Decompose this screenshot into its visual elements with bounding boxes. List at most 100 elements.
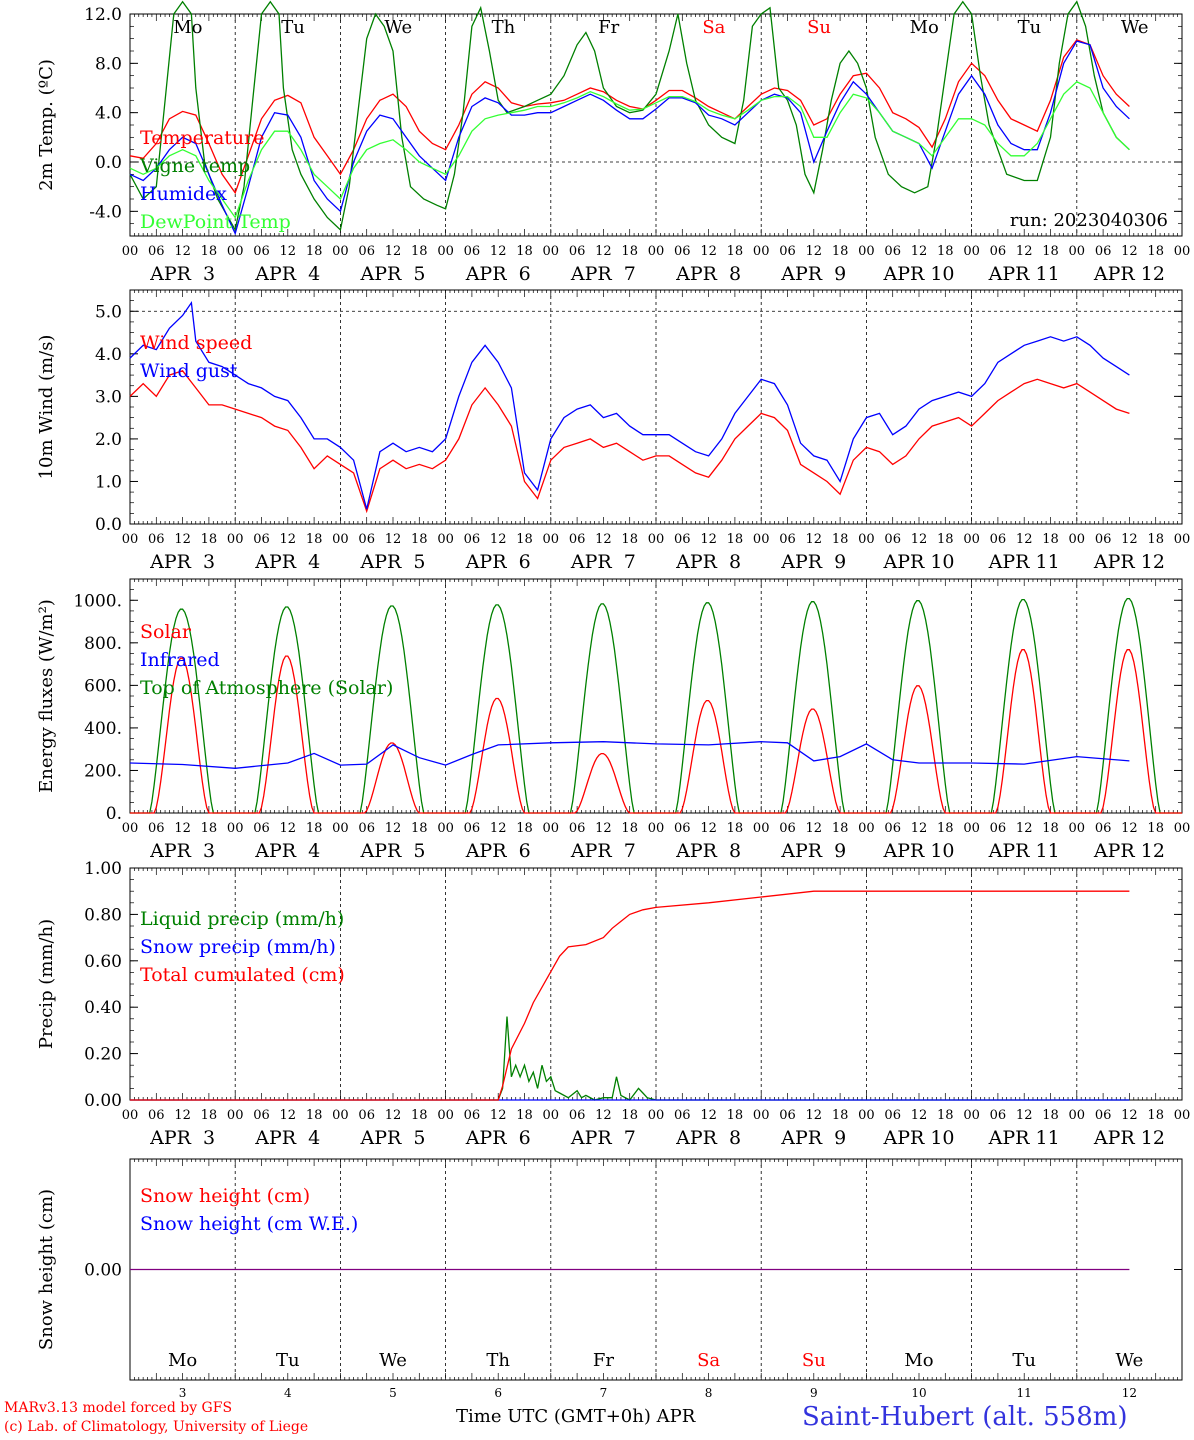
y-tick-label: 0.60 bbox=[84, 952, 122, 972]
date-label: APR 3 bbox=[149, 840, 215, 862]
date-label: APR 11 bbox=[988, 551, 1060, 573]
hour-tick-label: 18 bbox=[201, 244, 218, 259]
hour-tick-label: 18 bbox=[306, 821, 323, 836]
day-number-label: 3 bbox=[179, 1386, 187, 1400]
model-credit: MARv3.13 model forced by GFS bbox=[4, 1400, 233, 1416]
day-of-week-label: Fr bbox=[598, 17, 619, 38]
y-tick-label: 0. bbox=[106, 804, 122, 824]
day-of-week-label: We bbox=[1116, 1350, 1144, 1371]
day-of-week-label: Sa bbox=[702, 17, 725, 38]
series-line-wind-gust bbox=[129, 301, 1130, 510]
hour-tick-label: 12 bbox=[280, 821, 297, 836]
series-line-dewpoint-temp bbox=[129, 81, 1130, 219]
legend-entry: Vigne temp bbox=[139, 155, 250, 177]
y-tick-label: 600. bbox=[84, 676, 122, 696]
hour-tick-label: 18 bbox=[832, 821, 849, 836]
hour-tick-label: 00 bbox=[1174, 821, 1191, 836]
series-line-liquid-precip-mm-h- bbox=[130, 1016, 1130, 1101]
hour-tick-label: 00 bbox=[753, 244, 770, 259]
date-label: APR 4 bbox=[254, 263, 320, 285]
hour-tick-label: 18 bbox=[621, 1108, 638, 1123]
series-line-solar bbox=[130, 649, 1182, 814]
hour-tick-label: 18 bbox=[832, 244, 849, 259]
y-tick-label: 1.0 bbox=[95, 472, 122, 492]
hour-tick-label: 06 bbox=[253, 1108, 270, 1123]
hour-tick-label: 00 bbox=[332, 1108, 349, 1123]
hour-tick-label: 00 bbox=[122, 532, 139, 547]
date-label: APR 10 bbox=[882, 1127, 954, 1149]
station-name: Saint-Hubert (alt. 558m) bbox=[802, 1402, 1128, 1432]
y-tick-label: 0.80 bbox=[84, 905, 122, 925]
hour-tick-label: 06 bbox=[990, 532, 1007, 547]
hour-tick-label: 18 bbox=[1042, 821, 1059, 836]
day-of-week-label: Sa bbox=[697, 1350, 720, 1371]
date-label: APR 9 bbox=[780, 551, 846, 573]
hour-tick-label: 00 bbox=[1174, 532, 1191, 547]
hour-tick-label: 06 bbox=[148, 821, 165, 836]
hour-tick-label: 12 bbox=[490, 244, 507, 259]
hour-tick-label: 18 bbox=[411, 244, 428, 259]
hour-tick-label: 06 bbox=[569, 244, 586, 259]
day-of-week-label: Tu bbox=[1018, 17, 1042, 38]
hour-tick-label: 12 bbox=[280, 244, 297, 259]
date-label: APR 5 bbox=[360, 840, 426, 862]
legend-entry: Total cumulated (cm) bbox=[140, 964, 345, 986]
hour-tick-label: 12 bbox=[385, 532, 402, 547]
y-tick-label: 3.0 bbox=[95, 387, 122, 407]
hour-tick-label: 06 bbox=[569, 532, 586, 547]
hour-tick-label: 00 bbox=[963, 1108, 980, 1123]
hour-tick-label: 12 bbox=[174, 1108, 191, 1123]
hour-tick-label: 06 bbox=[1095, 244, 1112, 259]
lab-credit: (c) Lab. of Climatology, University of L… bbox=[4, 1419, 309, 1435]
date-label: APR 5 bbox=[360, 263, 426, 285]
date-label: APR 4 bbox=[254, 551, 320, 573]
hour-tick-label: 06 bbox=[569, 821, 586, 836]
hour-tick-label: 12 bbox=[385, 821, 402, 836]
date-label: APR 10 bbox=[882, 840, 954, 862]
hour-tick-label: 06 bbox=[358, 821, 375, 836]
day-of-week-label: Th bbox=[486, 1350, 510, 1371]
date-label: APR 4 bbox=[254, 1127, 320, 1149]
legend-entry: Snow height (cm W.E.) bbox=[140, 1213, 358, 1235]
hour-tick-label: 06 bbox=[253, 532, 270, 547]
hour-tick-label: 18 bbox=[832, 1108, 849, 1123]
hour-tick-label: 00 bbox=[122, 821, 139, 836]
series-line-total-cumulated-cm- bbox=[130, 890, 1130, 1101]
hour-tick-label: 12 bbox=[806, 244, 823, 259]
legend-entry: Humidex bbox=[140, 183, 227, 205]
day-of-week-label: Su bbox=[807, 17, 831, 38]
hour-tick-label: 12 bbox=[806, 1108, 823, 1123]
day-of-week-label: Mo bbox=[173, 17, 202, 38]
date-label: APR 8 bbox=[675, 263, 741, 285]
y-tick-label: 12.0 bbox=[84, 5, 122, 25]
hour-tick-label: 12 bbox=[1016, 821, 1033, 836]
date-label: APR 9 bbox=[780, 1127, 846, 1149]
day-number-label: 11 bbox=[1017, 1386, 1032, 1400]
hour-tick-label: 06 bbox=[884, 532, 901, 547]
hour-tick-label: 00 bbox=[437, 1108, 454, 1123]
hour-tick-label: 12 bbox=[911, 1108, 928, 1123]
hour-tick-label: 00 bbox=[1174, 1108, 1191, 1123]
series-line-vigne-temp bbox=[129, 0, 1130, 232]
hour-tick-label: 00 bbox=[227, 244, 244, 259]
hour-tick-label: 00 bbox=[437, 532, 454, 547]
hour-tick-label: 06 bbox=[674, 821, 691, 836]
hour-tick-label: 12 bbox=[280, 1108, 297, 1123]
hour-tick-label: 06 bbox=[884, 244, 901, 259]
hour-tick-label: 00 bbox=[858, 821, 875, 836]
hour-tick-label: 00 bbox=[1069, 821, 1086, 836]
hour-tick-label: 06 bbox=[358, 532, 375, 547]
hour-tick-label: 18 bbox=[1147, 532, 1164, 547]
hour-tick-label: 00 bbox=[1069, 244, 1086, 259]
hour-tick-label: 00 bbox=[1174, 244, 1191, 259]
hour-tick-label: 06 bbox=[464, 244, 481, 259]
hour-tick-label: 12 bbox=[595, 532, 612, 547]
hour-tick-label: 12 bbox=[911, 532, 928, 547]
hour-tick-label: 18 bbox=[727, 244, 744, 259]
legend-entry: Liquid precip (mm/h) bbox=[140, 908, 344, 930]
hour-tick-label: 18 bbox=[516, 244, 533, 259]
hour-tick-label: 18 bbox=[201, 821, 218, 836]
legend-entry: Infrared bbox=[140, 649, 220, 671]
hour-tick-label: 00 bbox=[227, 1108, 244, 1123]
date-label: APR 7 bbox=[570, 551, 636, 573]
